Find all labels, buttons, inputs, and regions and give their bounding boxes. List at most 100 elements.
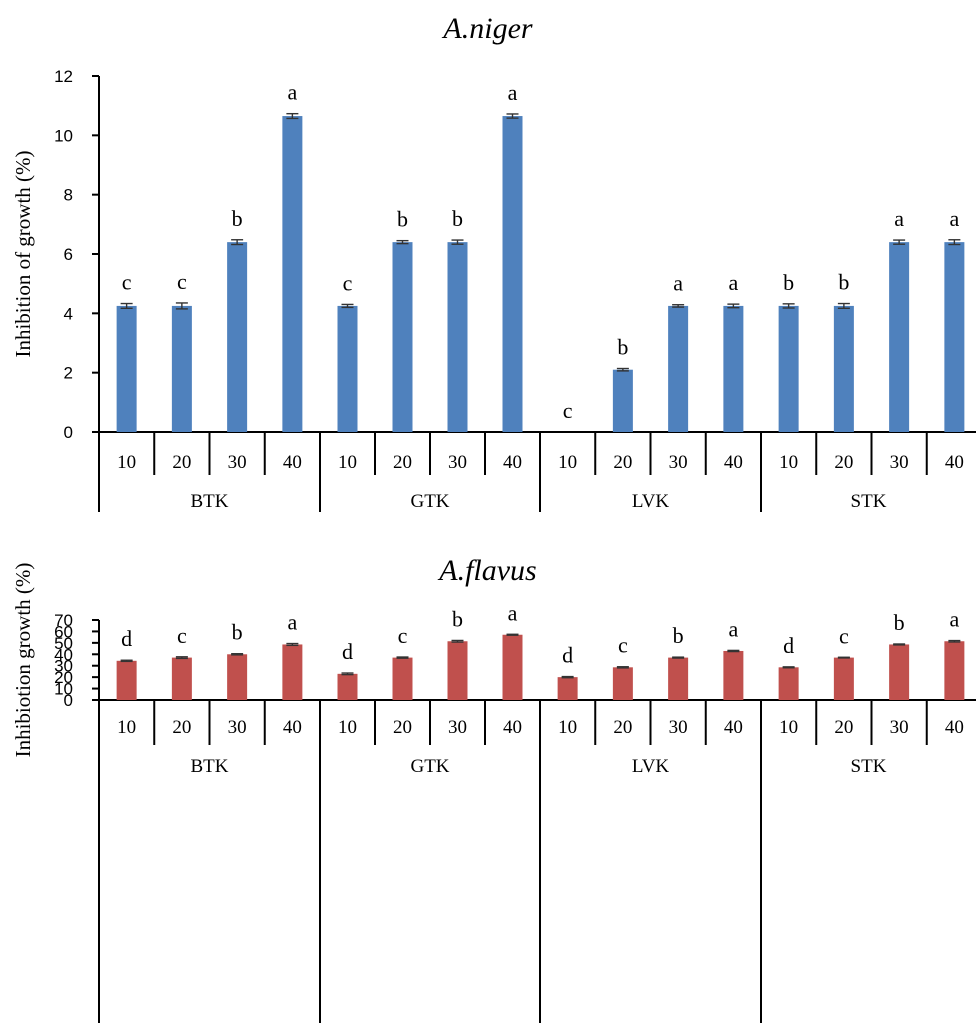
significance-letter: c — [177, 269, 187, 294]
significance-letter: a — [728, 270, 738, 295]
significance-letter: b — [673, 623, 684, 648]
group-label: STK — [851, 491, 887, 512]
bar — [557, 677, 578, 700]
bar — [447, 641, 468, 700]
bar — [227, 654, 248, 700]
bar — [337, 673, 358, 700]
significance-letter: d — [562, 643, 573, 668]
chart-title: A.flavus — [437, 554, 537, 587]
x-tick-label: 10 — [779, 452, 798, 473]
y-tick-label: 50 — [54, 634, 73, 653]
x-tick-label: 30 — [448, 717, 467, 738]
x-tick-label: 40 — [724, 717, 743, 738]
significance-letter: b — [232, 620, 243, 645]
bar — [502, 634, 523, 700]
significance-letter: a — [508, 80, 518, 105]
x-tick-label: 30 — [228, 452, 247, 473]
significance-letter: a — [728, 616, 738, 641]
y-axis-label: Inhibition of growth (%) — [11, 150, 35, 357]
significance-letter: b — [783, 270, 794, 295]
x-tick-label: 30 — [890, 452, 909, 473]
x-tick-label: 20 — [834, 452, 853, 473]
group-label: GTK — [410, 756, 449, 777]
significance-letter: d — [121, 626, 132, 651]
significance-letter: d — [783, 633, 794, 658]
bar — [723, 650, 744, 700]
bar — [944, 242, 965, 432]
bar — [889, 242, 910, 432]
bar — [833, 657, 854, 700]
group-label: BTK — [191, 756, 229, 777]
significance-letter: c — [398, 623, 408, 648]
bar — [502, 116, 523, 433]
x-tick-label: 10 — [558, 717, 577, 738]
significance-letter: b — [894, 610, 905, 635]
bar — [778, 667, 799, 700]
group-label: STK — [851, 756, 887, 777]
y-tick-label: 0 — [64, 423, 73, 442]
significance-letter: a — [949, 206, 959, 231]
bar — [171, 305, 192, 432]
significance-letter: c — [839, 623, 849, 648]
x-tick-label: 30 — [890, 717, 909, 738]
x-tick-label: 40 — [283, 452, 302, 473]
x-tick-label: 20 — [613, 452, 632, 473]
bar — [392, 242, 413, 432]
x-tick-label: 40 — [945, 452, 964, 473]
x-tick-label: 30 — [228, 717, 247, 738]
x-tick-label: 20 — [393, 717, 412, 738]
significance-letter: c — [122, 270, 132, 295]
significance-letter: c — [177, 623, 187, 648]
bar — [668, 305, 689, 432]
bar — [116, 305, 137, 432]
y-tick-label: 6 — [64, 245, 73, 264]
x-tick-label: 20 — [172, 717, 191, 738]
significance-letter: b — [617, 335, 628, 360]
significance-letter: a — [287, 80, 297, 105]
y-tick-label: 12 — [54, 67, 73, 86]
x-tick-label: 20 — [613, 717, 632, 738]
x-tick-label: 20 — [393, 452, 412, 473]
x-tick-label: 40 — [283, 717, 302, 738]
bar — [447, 242, 468, 432]
y-tick-label: 2 — [64, 364, 73, 383]
significance-letter: a — [894, 206, 904, 231]
x-tick-label: 10 — [779, 717, 798, 738]
chart-a-niger: A.niger Inhibition of growth (%) 0 2 4 6 8 10 12… — [11, 12, 976, 512]
x-tick-label: 40 — [945, 717, 964, 738]
chart-title: A.niger — [441, 12, 532, 45]
group-label: BTK — [191, 491, 229, 512]
group-label: LVK — [632, 491, 670, 512]
x-tick-label: 40 — [503, 717, 522, 738]
significance-letter: c — [343, 270, 353, 295]
group-label: LVK — [632, 756, 670, 777]
significance-letter: d — [342, 639, 353, 664]
y-tick-label: 4 — [64, 304, 73, 323]
y-tick-label: 8 — [64, 186, 73, 205]
significance-letter: a — [287, 610, 297, 635]
y-tick-label: 0 — [64, 691, 73, 710]
x-tick-label: 10 — [117, 717, 136, 738]
y-tick-label: 40 — [54, 645, 73, 664]
x-tick-label: 10 — [117, 452, 136, 473]
y-tick-label: 70 — [54, 611, 73, 630]
bar — [612, 369, 633, 432]
y-tick-label: 10 — [54, 680, 73, 699]
bar — [392, 657, 413, 700]
significance-letter: b — [232, 206, 243, 231]
y-tick-label: 20 — [54, 668, 73, 687]
bar — [337, 305, 358, 432]
x-tick-label: 40 — [724, 452, 743, 473]
significance-letter: b — [838, 270, 849, 295]
bar — [282, 116, 303, 433]
bar — [116, 660, 137, 700]
significance-letter: a — [949, 607, 959, 632]
bar — [668, 657, 689, 700]
x-tick-label: 30 — [669, 717, 688, 738]
bar — [612, 667, 633, 700]
y-axis-label: Inhibiotion growth (%) — [11, 563, 35, 758]
y-tick-label: 60 — [54, 622, 73, 641]
y-tick-label: 10 — [54, 126, 73, 145]
